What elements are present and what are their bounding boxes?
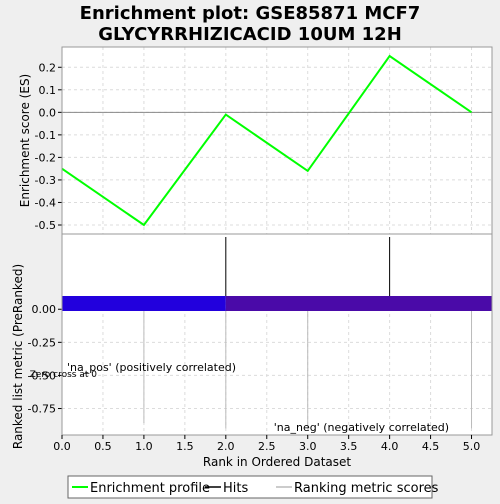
x-tick-label: 1.0 bbox=[135, 440, 153, 453]
es-y-tick-label: -0.4 bbox=[35, 196, 56, 209]
x-tick-label: 5.0 bbox=[463, 440, 481, 453]
legend-label-ranking-metric: Ranking metric scores bbox=[294, 481, 439, 496]
x-tick-label: 4.0 bbox=[381, 440, 399, 453]
x-tick-label: 3.5 bbox=[340, 440, 358, 453]
chart-title-line-2: GLYCYRRHIZICACID 10UM 12H bbox=[98, 24, 402, 45]
metric-y-tick-label: 0.00 bbox=[32, 303, 57, 316]
metric-panel-background bbox=[62, 296, 492, 435]
x-tick-label: 1.5 bbox=[176, 440, 194, 453]
x-tick-label: 0.5 bbox=[94, 440, 112, 453]
metric-y-tick-label: -0.50 bbox=[28, 369, 56, 382]
chart-title-line-1: Enrichment plot: GSE85871 MCF7 bbox=[80, 3, 421, 24]
x-tick-label: 2.5 bbox=[258, 440, 276, 453]
x-axis-label: Rank in Ordered Dataset bbox=[203, 455, 351, 469]
rank-color-bar-segment bbox=[225, 296, 493, 311]
es-y-tick-label: -0.2 bbox=[35, 151, 56, 164]
lower-panel-border bbox=[61, 233, 493, 436]
x-tick-label: 0.0 bbox=[53, 440, 71, 453]
legend-box bbox=[67, 475, 433, 499]
es-y-tick-label: -0.1 bbox=[35, 129, 56, 142]
rank-color-bar-segment bbox=[62, 296, 226, 311]
es-y-tick-label: -0.3 bbox=[35, 174, 56, 187]
es-y-tick-label: 0.0 bbox=[39, 106, 57, 119]
hits-panel-background bbox=[62, 234, 492, 296]
es-y-tick-label: 0.1 bbox=[39, 84, 57, 97]
es-y-axis-label: Enrichment score (ES) bbox=[18, 74, 32, 207]
es-panel-background bbox=[62, 47, 492, 234]
positive-correlation-label: 'na_pos' (positively correlated) bbox=[67, 361, 236, 374]
x-tick-label: 3.0 bbox=[299, 440, 317, 453]
x-tick-label: 2.0 bbox=[217, 440, 235, 453]
metric-y-axis-label: Ranked list metric (PreRanked) bbox=[11, 264, 25, 449]
es-y-tick-label: 0.2 bbox=[39, 61, 57, 74]
x-tick-label: 4.5 bbox=[422, 440, 440, 453]
metric-y-tick-label: -0.25 bbox=[28, 336, 56, 349]
zero-cross-label: Zero cross at 0 bbox=[30, 370, 98, 380]
metric-y-tick-label: -0.75 bbox=[28, 403, 56, 416]
negative-correlation-label: 'na_neg' (negatively correlated) bbox=[274, 421, 449, 434]
legend-label-enrichment-profile: Enrichment profile bbox=[90, 481, 210, 496]
es-y-tick-label: -0.5 bbox=[35, 219, 56, 232]
enrichment-profile-line bbox=[61, 54, 473, 227]
legend-label-hits: Hits bbox=[223, 481, 248, 496]
